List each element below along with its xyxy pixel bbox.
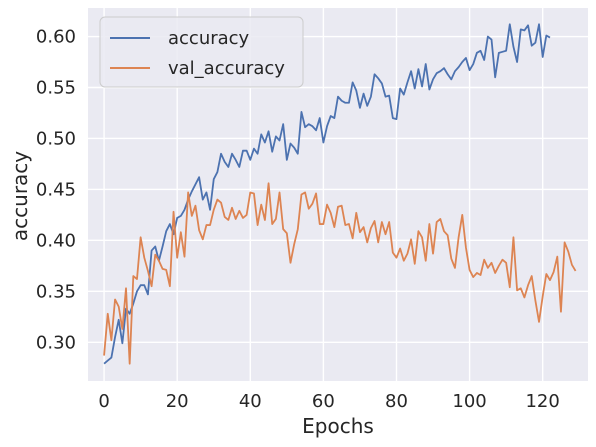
x-tick-label: 60: [312, 391, 335, 412]
x-tick-labels: 0 20 40 60 80 100 120: [98, 391, 560, 412]
series-layer: [103, 23, 577, 365]
y-tick-label: 0.55: [36, 77, 76, 98]
x-tick-label: 120: [525, 391, 559, 412]
x-axis-label: Epochs: [302, 414, 374, 438]
y-tick-label: 0.50: [36, 128, 76, 149]
x-tick-label: 40: [239, 391, 262, 412]
y-tick-label: 0.60: [36, 27, 76, 48]
y-tick-label: 0.45: [36, 179, 76, 200]
series-line-val-accuracy: [103, 182, 577, 365]
x-tick-label: 100: [452, 391, 486, 412]
legend-label: val_accuracy: [168, 58, 285, 79]
y-tick-label: 0.40: [36, 230, 76, 251]
y-tick-labels: 0.30 0.35 0.40 0.45 0.50 0.55 0.60: [36, 27, 76, 354]
series-line-accuracy: [103, 23, 551, 365]
y-axis-label: accuracy: [8, 151, 32, 241]
y-tick-label: 0.30: [36, 332, 76, 353]
x-tick-label: 80: [385, 391, 408, 412]
legend: accuracy val_accuracy: [99, 16, 304, 88]
legend-label: accuracy: [168, 28, 250, 49]
y-tick-label: 0.35: [36, 281, 76, 302]
x-tick-label: 20: [166, 391, 189, 412]
legend-box: [99, 16, 304, 88]
x-tick-label: 0: [98, 391, 109, 412]
